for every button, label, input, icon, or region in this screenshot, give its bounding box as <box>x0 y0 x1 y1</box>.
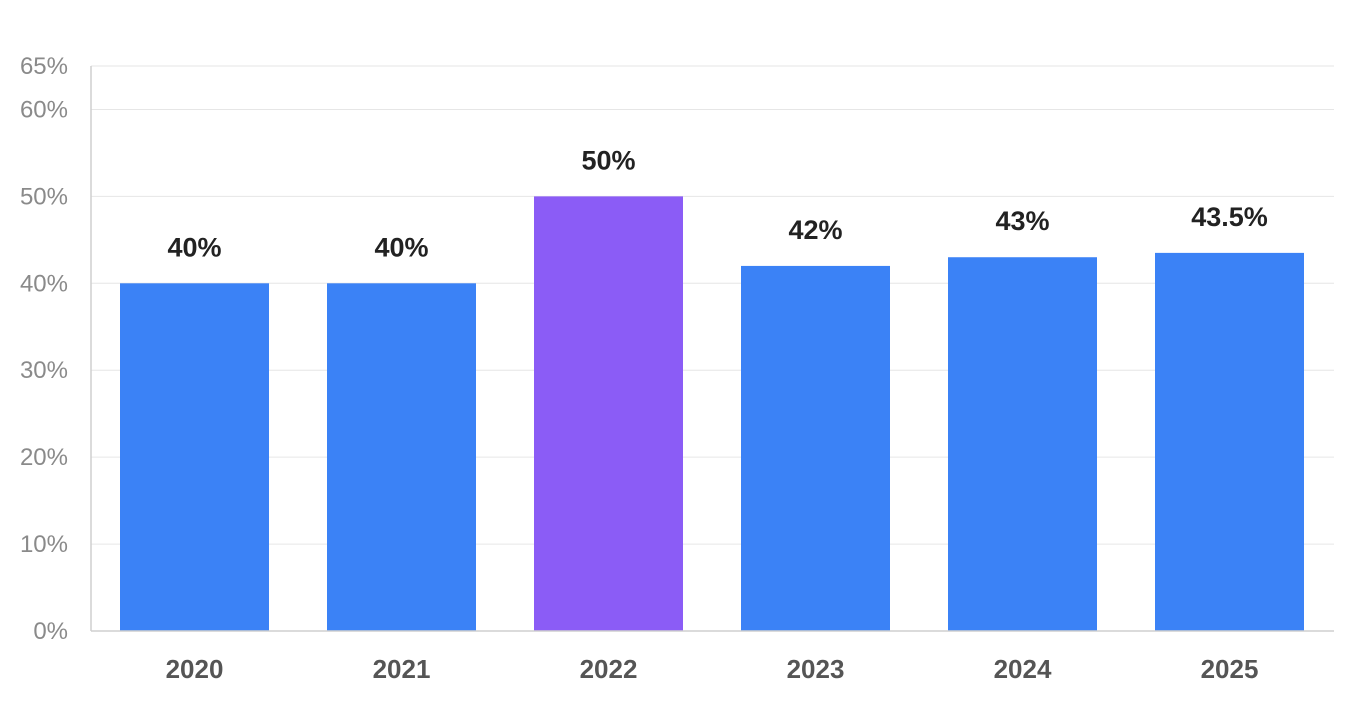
data-label-2021: 40% <box>374 232 428 262</box>
y-axis: 0% 10% 20% 30% 40% 50% 60% 65% <box>20 53 92 645</box>
gridlines <box>91 65 1334 545</box>
data-label-2025: 43.5% <box>1191 202 1268 232</box>
x-tick-label-2024: 2024 <box>994 654 1052 684</box>
data-label-2020: 40% <box>167 232 221 262</box>
y-tick-label: 30% <box>20 357 68 384</box>
bar-2020 <box>120 283 269 631</box>
y-tick-label: 65% <box>20 53 68 80</box>
data-labels: 40% 40% 50% 42% 43% 43.5% <box>167 145 1267 262</box>
bar-2023 <box>741 265 890 631</box>
bar-2022 <box>534 196 683 631</box>
bar-2025 <box>1155 252 1304 631</box>
x-axis: 2020 2021 2022 2023 2024 2025 <box>91 630 1334 684</box>
y-tick-label: 20% <box>20 444 68 471</box>
x-tick-label-2023: 2023 <box>787 654 845 684</box>
bar-2024 <box>948 257 1097 631</box>
x-tick-label-2022: 2022 <box>580 654 638 684</box>
data-label-2023: 42% <box>788 215 842 245</box>
y-tick-label: 60% <box>20 96 68 123</box>
x-tick-label-2025: 2025 <box>1201 654 1259 684</box>
data-label-2022: 50% <box>581 145 635 175</box>
y-tick-label: 50% <box>20 183 68 210</box>
data-label-2024: 43% <box>995 206 1049 236</box>
bars <box>120 196 1304 631</box>
y-tick-label: 0% <box>33 618 68 645</box>
x-tick-label-2020: 2020 <box>166 654 224 684</box>
y-tick-label: 10% <box>20 531 68 558</box>
y-tick-label: 40% <box>20 270 68 297</box>
x-tick-label-2021: 2021 <box>373 654 431 684</box>
bar-2021 <box>327 283 476 631</box>
